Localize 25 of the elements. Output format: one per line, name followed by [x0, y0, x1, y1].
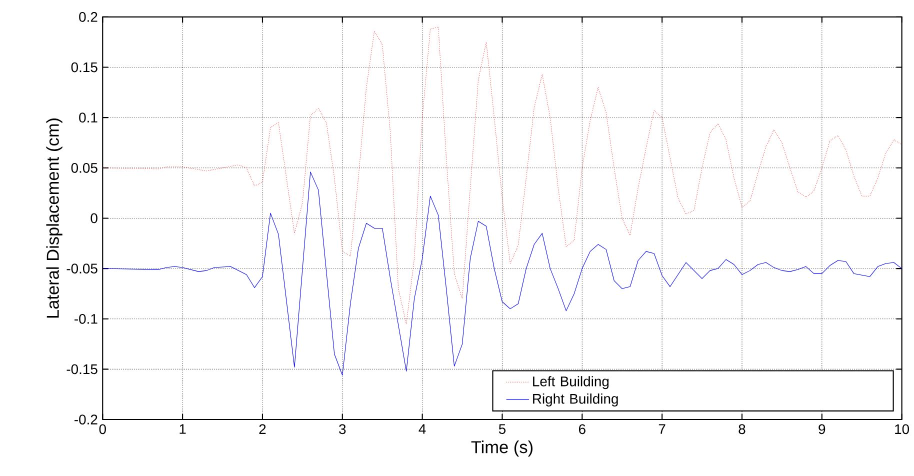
line-series [102, 172, 902, 376]
y-tick-label: 0.1 [79, 112, 98, 122]
y-tick-label: 0.2 [79, 12, 98, 22]
x-tick-label: 8 [738, 424, 746, 434]
y-tick-label: -0.05 [66, 263, 98, 274]
x-tick-label: 7 [658, 424, 666, 434]
x-tick-label: 4 [418, 424, 426, 434]
x-axis-title: Time (s) [471, 440, 532, 456]
y-tick-label: -0.2 [74, 414, 98, 424]
x-tick-label: 1 [180, 424, 186, 434]
x-tick-label: 6 [578, 424, 586, 434]
y-tick-label: 0.15 [71, 62, 98, 72]
y-tick-label: 0 [90, 213, 98, 224]
x-tick-label: 10 [895, 424, 910, 434]
legend-label: Right Building [533, 393, 618, 406]
y-tick-label: -0.1 [74, 314, 98, 324]
x-tick-label: 2 [259, 424, 266, 434]
x-tick-label: 9 [818, 424, 826, 434]
y-tick-label: 0.05 [71, 162, 98, 173]
x-tick-label: 5 [498, 424, 506, 434]
legend-label: Left Building [533, 376, 609, 389]
x-tick-label: 3 [339, 424, 346, 434]
y-tick-label: -0.15 [66, 364, 98, 374]
y-axis-title: Lateral Displacement (cm) [46, 118, 62, 318]
x-tick-label: 0 [99, 424, 106, 434]
